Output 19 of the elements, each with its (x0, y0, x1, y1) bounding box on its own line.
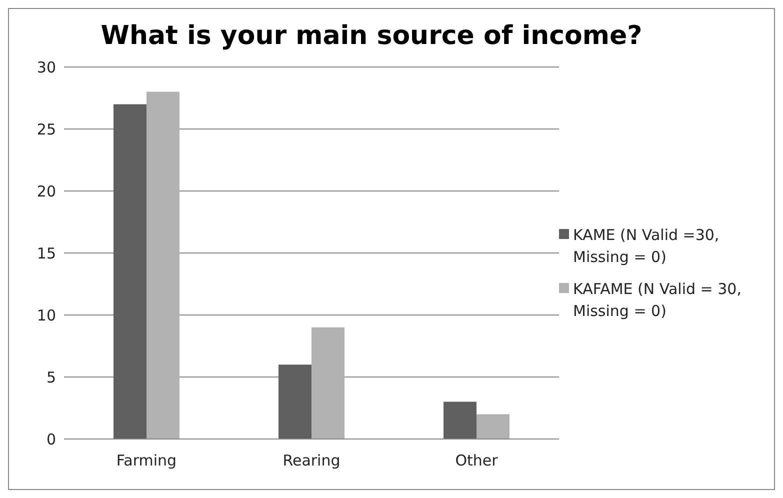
chart-title: What is your main source of income? (100, 20, 644, 53)
legend-label: KAME (N Valid =30, Missing = 0) (573, 225, 720, 268)
bar (476, 414, 510, 439)
bar (278, 364, 312, 439)
y-tick-label: 20 (36, 182, 56, 200)
y-tick-label: 15 (36, 244, 56, 262)
y-tick-label: 5 (46, 368, 56, 386)
y-tick-label: 10 (36, 306, 56, 324)
y-tick-label: 0 (46, 430, 56, 448)
x-tick-label: Rearing (282, 452, 340, 470)
legend-label: KAFAME (N Valid = 30, Missing = 0) (573, 279, 742, 322)
bar (114, 104, 146, 439)
bar (146, 92, 180, 439)
y-tick-label: 25 (36, 120, 56, 138)
x-tick-label: Other (455, 452, 499, 470)
y-tick-label: 30 (36, 58, 56, 76)
bar (444, 402, 476, 439)
bar (312, 327, 344, 439)
x-tick-label: Farming (116, 452, 177, 470)
